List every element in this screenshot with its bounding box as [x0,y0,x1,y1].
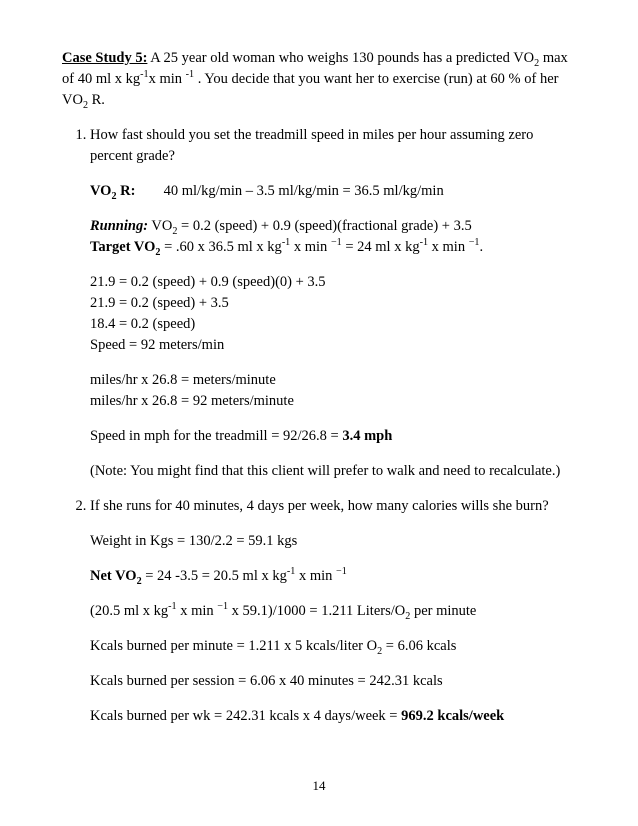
intro-sup-2: -1 [186,69,194,80]
q1-conv-lines: miles/hr x 26.8 = meters/minute miles/hr… [90,370,576,412]
q2-weight-line: Weight in Kgs = 130/2.2 = 59.1 kgs [90,531,576,552]
intro-sup-1: -1 [140,69,148,80]
calc-line-1: 21.9 = 0.2 (speed) + 0.9 (speed)(0) + 3.… [90,272,576,293]
kpw-pre: Kcals burned per wk = 242.31 kcals x 4 d… [90,708,401,724]
document-page: Case Study 5: A 25 year old woman who we… [0,0,638,826]
question-2: If she runs for 40 minutes, 4 days per w… [90,496,576,727]
q2-prompt: If she runs for 40 minutes, 4 days per w… [90,496,576,517]
q2-kps-line: Kcals burned per session = 6.06 x 40 min… [90,671,576,692]
q2-kpm-line: Kcals burned per minute = 1.211 x 5 kcal… [90,636,576,657]
q2-netvo2-line: Net VO2 = 24 -3.5 = 20.5 ml x kg-1 x min… [90,566,576,587]
question-list: How fast should you set the treadmill sp… [62,125,576,727]
q1-prompt: How fast should you set the treadmill sp… [90,125,576,167]
q1-note: (Note: You might find that this client w… [90,461,576,482]
case-study-intro: Case Study 5: A 25 year old woman who we… [62,48,576,111]
q1-running-target: Running: VO2 = 0.2 (speed) + 0.9 (speed)… [90,216,576,258]
intro-text-1: A 25 year old woman who weighs 130 pound… [147,50,534,66]
calc-line-3: 18.4 = 0.2 (speed) [90,314,576,335]
vo2r-label: VO2 R: [90,181,160,202]
kpw-value: 969.2 kcals/week [401,708,504,724]
page-number-footer: 14 [0,777,638,796]
calc-line-2: 21.9 = 0.2 (speed) + 3.5 [90,293,576,314]
running-eq: = 0.2 (speed) + 0.9 (speed)(fractional g… [177,218,471,234]
speed-result-value: 3.4 mph [342,428,392,444]
speed-result-pre: Speed in mph for the treadmill = 92/26.8… [90,428,342,444]
vo2r-value: 40 ml/kg/min – 3.5 ml/kg/min = 36.5 ml/k… [164,183,444,199]
running-label: Running: [90,218,148,234]
q1-calc-lines: 21.9 = 0.2 (speed) + 0.9 (speed)(0) + 3.… [90,272,576,356]
calc-line-4: Speed = 92 meters/min [90,335,576,356]
netvo2-label: Net VO2 [90,568,142,584]
running-eq-pre: VO [148,218,172,234]
q2-liters-line: (20.5 ml x kg-1 x min −1 x 59.1)/1000 = … [90,601,576,622]
intro-text-5: R. [88,92,105,108]
intro-text-3: x min [149,71,186,87]
q1-speed-result: Speed in mph for the treadmill = 92/26.8… [90,426,576,447]
case-study-title: Case Study 5: [62,50,147,66]
target-label: Target VO2 [90,239,160,255]
q2-kpw-line: Kcals burned per wk = 242.31 kcals x 4 d… [90,706,576,727]
q1-vo2r-line: VO2 R: 40 ml/kg/min – 3.5 ml/kg/min = 36… [90,181,576,202]
target-eq-1: = .60 x 36.5 ml x kg [160,239,281,255]
conv-line-1: miles/hr x 26.8 = meters/minute [90,370,576,391]
conv-line-2: miles/hr x 26.8 = 92 meters/minute [90,391,576,412]
question-1: How fast should you set the treadmill sp… [90,125,576,482]
